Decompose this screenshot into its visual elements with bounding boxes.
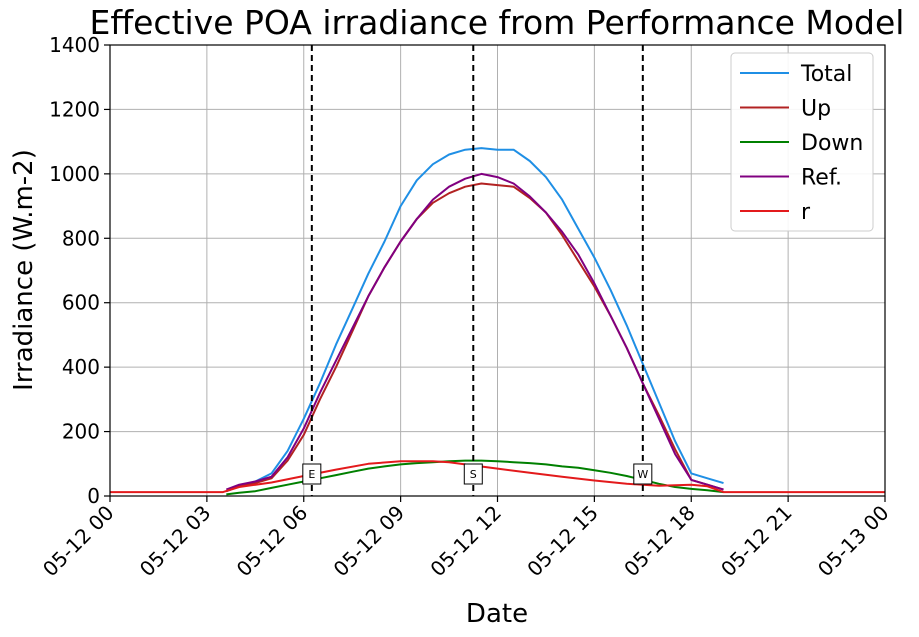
legend-label-down: Down xyxy=(801,131,863,156)
vline-label-s: S xyxy=(470,468,477,481)
x-tick-label: 05-12 18 xyxy=(619,501,700,582)
x-tick-label: 05-12 21 xyxy=(716,501,797,582)
x-tick-label: 05-13 00 xyxy=(813,501,894,582)
y-tick-label: 200 xyxy=(62,420,100,444)
x-tick-label: 05-12 06 xyxy=(232,501,313,582)
vline-label-box-s xyxy=(463,463,483,485)
chart-title: Effective POA irradiance from Performanc… xyxy=(90,3,905,42)
x-tick-label: 05-12 15 xyxy=(522,501,603,582)
y-tick-label: 600 xyxy=(62,291,100,315)
legend-label-up: Up xyxy=(801,97,831,122)
legend-box xyxy=(730,52,874,232)
y-axis-label: Irradiance (W.m-2) xyxy=(9,149,39,391)
vline-label-box-e xyxy=(302,463,322,485)
y-tick-label: 800 xyxy=(62,226,100,250)
vline-label-w: W xyxy=(637,468,648,481)
x-tick-label: 05-12 00 xyxy=(38,501,119,582)
x-tick-label: 05-12 03 xyxy=(135,501,216,582)
y-tick-label: 1200 xyxy=(49,97,100,121)
x-axis-label: Date xyxy=(466,599,528,629)
y-tick-label: 400 xyxy=(62,355,100,379)
vline-label-e: E xyxy=(308,468,315,481)
series-line-ref xyxy=(225,172,724,491)
vline-label-box-w xyxy=(633,463,653,485)
y-tick-label: 0 xyxy=(87,484,100,508)
legend: Total Up Down Ref. r xyxy=(730,52,874,232)
series-line-up xyxy=(225,182,724,493)
x-tick-label: 05-12 09 xyxy=(329,501,410,582)
legend-label-r: r xyxy=(801,200,811,225)
legend-label-total: Total xyxy=(800,62,852,87)
x-tick-label: 05-12 12 xyxy=(425,501,506,582)
legend-label-ref: Ref. xyxy=(801,166,842,191)
y-tick-label: 1400 xyxy=(49,33,100,57)
y-tick-label: 1000 xyxy=(49,162,100,186)
